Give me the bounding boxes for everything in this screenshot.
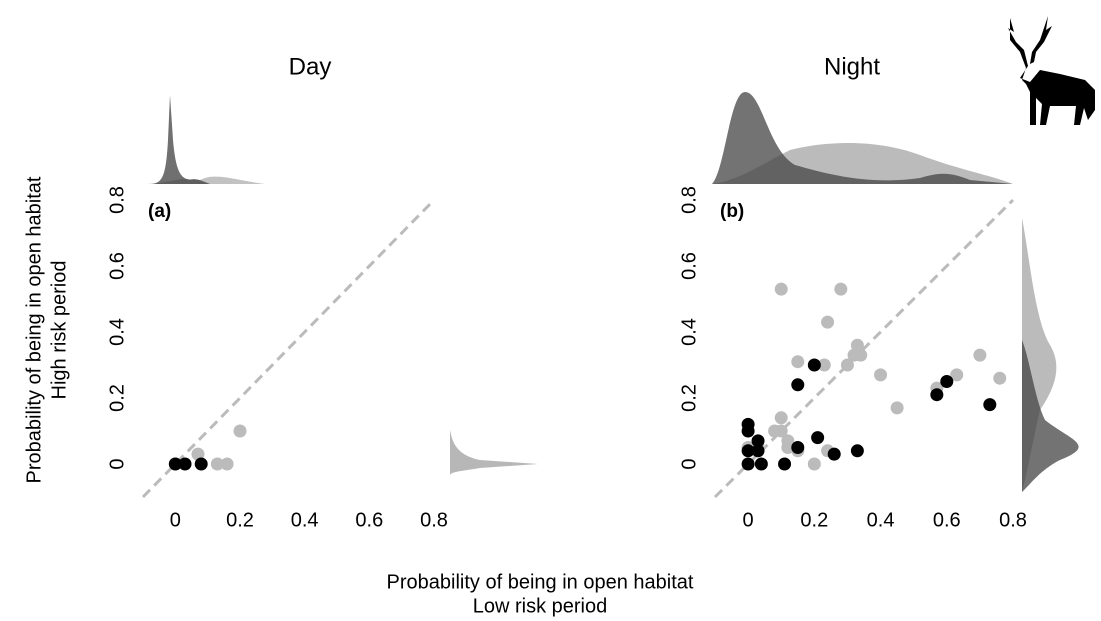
point <box>847 348 861 362</box>
point <box>874 368 888 382</box>
x-axis-label: Probability of being in open habitat <box>387 571 694 593</box>
x-tick-label: 0.8 <box>420 509 448 531</box>
y-tick-label: 0.4 <box>106 318 128 346</box>
point <box>191 447 205 461</box>
point <box>220 457 234 471</box>
point <box>233 424 247 438</box>
identity-line <box>713 198 1015 499</box>
chart-title: Day <box>289 53 332 80</box>
point <box>890 401 904 415</box>
point <box>834 282 848 296</box>
chart-title: Night <box>824 53 880 80</box>
x-tick-label: 0.6 <box>933 509 961 531</box>
point <box>811 431 825 445</box>
point <box>940 375 954 388</box>
y-tick-label: 0.8 <box>678 186 700 214</box>
y-axis-label: Probability of being in open habitat <box>23 176 45 483</box>
y-axis-label: High risk period <box>48 261 70 400</box>
point <box>993 371 1007 385</box>
point <box>827 447 841 461</box>
point <box>983 398 997 412</box>
panel-label: (a) <box>148 201 171 222</box>
density-night-right <box>1022 218 1079 492</box>
x-tick-label: 0.6 <box>355 509 383 531</box>
point <box>741 424 755 438</box>
point <box>178 457 192 471</box>
x-axis-label: Low risk period <box>473 595 608 617</box>
point <box>754 457 768 471</box>
density-day-right <box>450 430 538 475</box>
point <box>821 315 835 329</box>
point <box>950 368 964 382</box>
point <box>751 434 765 448</box>
point <box>774 411 788 425</box>
point <box>791 378 805 392</box>
point <box>194 457 208 471</box>
point <box>210 457 224 471</box>
point <box>973 348 987 362</box>
y-tick-label: 0.4 <box>678 318 700 346</box>
x-tick-label: 0.4 <box>867 509 895 531</box>
point <box>781 441 795 454</box>
point <box>751 444 765 458</box>
point <box>791 355 805 369</box>
x-tick-label: 0.2 <box>800 509 828 531</box>
panel-label: (b) <box>720 201 744 222</box>
y-tick-label: 0 <box>678 458 700 469</box>
point <box>807 358 821 372</box>
point <box>741 457 755 471</box>
x-tick-label: 0 <box>743 509 754 531</box>
density-day-top <box>143 95 265 184</box>
x-tick-label: 0.2 <box>226 509 254 531</box>
point <box>840 358 854 372</box>
point <box>850 338 864 352</box>
point <box>768 424 782 438</box>
point <box>817 358 831 372</box>
x-tick-label: 0.8 <box>999 509 1027 531</box>
density-night-top <box>712 92 1013 184</box>
y-tick-label: 0 <box>106 458 128 469</box>
y-tick-label: 0.8 <box>106 186 128 214</box>
y-tick-label: 0.6 <box>106 252 128 280</box>
y-tick-label: 0.2 <box>106 384 128 412</box>
y-tick-label: 0.2 <box>678 384 700 412</box>
y-tick-label: 0.6 <box>678 252 700 280</box>
point <box>168 457 182 471</box>
x-tick-label: 0 <box>170 509 181 531</box>
point <box>930 388 944 402</box>
point <box>778 457 792 471</box>
x-tick-label: 0.4 <box>291 509 319 531</box>
point <box>807 457 821 471</box>
identity-line <box>141 198 436 499</box>
point <box>741 444 755 458</box>
point <box>791 441 805 454</box>
point <box>774 282 788 296</box>
deer-icon <box>1008 16 1095 125</box>
point <box>850 444 864 458</box>
